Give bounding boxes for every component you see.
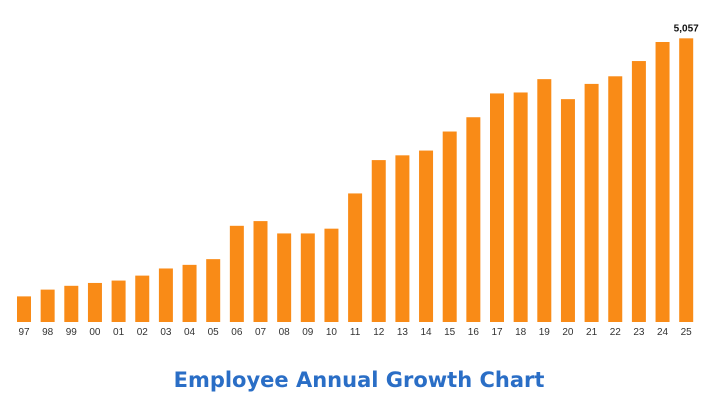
x-tick-label: 22 [610, 327, 622, 338]
bar-24 [655, 42, 670, 322]
x-tick-label: 24 [657, 327, 669, 338]
chart-title: Employee Annual Growth Chart [173, 368, 545, 392]
bar-25 [679, 38, 694, 322]
x-tick-label: 23 [633, 327, 645, 338]
bar-99 [64, 285, 79, 322]
bar-12 [371, 160, 386, 322]
x-tick-label: 14 [420, 327, 432, 338]
x-tick-label: 01 [113, 327, 125, 338]
bar-17 [490, 93, 504, 323]
x-tick-label: 98 [42, 327, 54, 338]
bar-20 [560, 99, 575, 322]
bar-04 [182, 264, 197, 322]
x-tick-label: 10 [326, 327, 338, 338]
bar-22 [608, 76, 623, 322]
x-tick-label: 03 [160, 327, 172, 338]
x-tick-label: 99 [66, 327, 78, 338]
x-tick-label: 13 [397, 327, 409, 338]
bar-07 [253, 221, 268, 322]
bar-02 [135, 275, 150, 322]
bar-14 [419, 150, 434, 322]
bar-16 [466, 117, 481, 323]
x-tick-label: 04 [184, 327, 196, 338]
x-tick-labels-layer: 97 98 99 00 01 02 03 04 05 06 07 08 09 10 11 12 13 14 15 16… [18, 327, 692, 338]
bar-19 [537, 79, 552, 322]
x-tick-label: 12 [373, 327, 385, 338]
x-tick-label: 06 [231, 327, 243, 338]
bar-23 [631, 61, 646, 323]
x-tick-label: 07 [255, 327, 267, 338]
bars-layer [17, 38, 694, 323]
bar-15 [442, 131, 457, 322]
bar-10 [324, 228, 339, 322]
bar-chart: 5,057 97 98 99 00 01 02 03 04 05 06 07 08 09 10 11 12 13… [17, 23, 699, 338]
x-tick-label: 15 [444, 327, 456, 338]
value-labels-layer: 5,057 [674, 23, 699, 34]
x-tick-label: 11 [350, 327, 361, 338]
data-label: 5,057 [674, 23, 699, 34]
bar-08 [277, 233, 292, 322]
bar-11 [348, 193, 363, 322]
bar-09 [300, 233, 315, 322]
bar-03 [158, 268, 173, 322]
bar-00 [87, 282, 102, 322]
x-tick-label: 21 [586, 327, 598, 338]
x-tick-label: 09 [302, 327, 314, 338]
x-tick-label: 08 [279, 327, 291, 338]
x-tick-label: 18 [515, 327, 527, 338]
x-tick-label: 16 [468, 327, 480, 338]
bar-05 [206, 259, 221, 322]
x-tick-label: 19 [539, 327, 551, 338]
bar-13 [395, 155, 410, 322]
x-tick-label: 05 [208, 327, 220, 338]
bar-18 [513, 92, 528, 322]
x-tick-label: 20 [562, 327, 574, 338]
bar-06 [229, 225, 244, 322]
bar-21 [584, 83, 599, 323]
x-tick-label: 02 [137, 327, 149, 338]
bar-97 [17, 296, 31, 322]
x-tick-label: 00 [89, 327, 101, 338]
x-tick-label: 25 [681, 327, 693, 338]
x-tick-label: 97 [18, 327, 30, 338]
bar-01 [111, 280, 126, 322]
x-tick-label: 17 [491, 327, 503, 338]
bar-98 [40, 289, 55, 322]
